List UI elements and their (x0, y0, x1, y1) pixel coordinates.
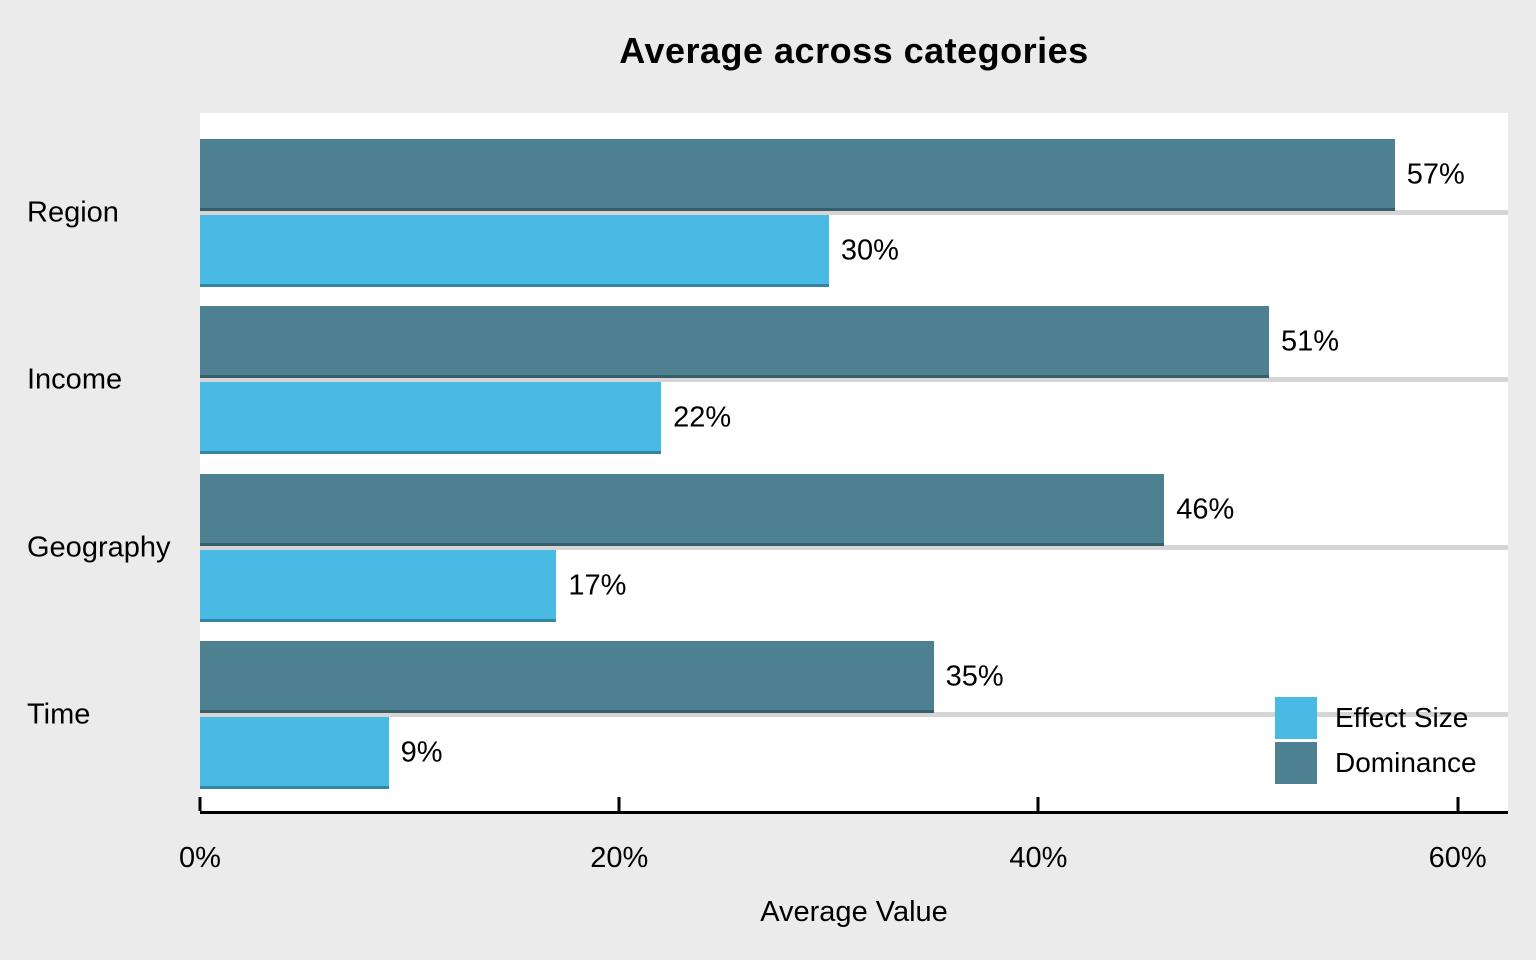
gridline (200, 545, 1508, 550)
legend-label-dominance: Dominance (1335, 746, 1477, 778)
gridline (200, 377, 1508, 382)
plot-area: Effect Size Dominance 57% 30% 51% 22% 46% 17%… (198, 113, 1508, 814)
bar-dominance-geography (200, 474, 1165, 546)
bar-dominance-time (200, 641, 934, 713)
bar-value-label: 22% (673, 401, 732, 434)
chart-title: Average across categories (619, 30, 1089, 71)
legend-label-effect-size: Effect Size (1335, 701, 1469, 733)
gridline (200, 210, 1508, 215)
x-tick (1456, 797, 1460, 811)
legend-swatch-effect-size (1275, 696, 1317, 739)
x-axis-title: Average Value (760, 896, 948, 928)
bar-value-label: 51% (1281, 325, 1340, 358)
x-tick (198, 797, 202, 811)
gridline (200, 712, 1508, 717)
bar-value-label: 17% (568, 569, 627, 602)
legend-swatch-dominance (1275, 741, 1317, 784)
legend: Effect Size Dominance (1275, 695, 1477, 785)
bar-dominance-income (200, 306, 1270, 378)
x-tick (1036, 797, 1040, 811)
legend-item-effect-size: Effect Size (1275, 695, 1477, 740)
bar-effect-size-time (200, 717, 389, 789)
bar-value-label: 46% (1176, 493, 1235, 526)
bar-value-label: 9% (400, 736, 443, 769)
category-label-geography: Geography (27, 531, 171, 564)
x-tick (617, 797, 621, 811)
category-label-income: Income (27, 363, 123, 396)
x-tick-label: 0% (179, 842, 221, 874)
bar-value-label: 35% (945, 660, 1004, 693)
bar-dominance-region (200, 139, 1395, 211)
bar-effect-size-region (200, 215, 829, 287)
legend-item-dominance: Dominance (1275, 740, 1477, 785)
x-tick-label: 60% (1428, 842, 1487, 874)
bar-effect-size-income (200, 382, 662, 454)
bar-effect-size-geography (200, 550, 557, 622)
category-label-time: Time (27, 698, 91, 731)
bar-value-label: 30% (840, 234, 899, 267)
x-tick-label: 20% (590, 842, 649, 874)
category-label-region: Region (27, 196, 119, 229)
x-tick-label: 40% (1009, 842, 1068, 874)
bar-value-label: 57% (1406, 158, 1465, 191)
